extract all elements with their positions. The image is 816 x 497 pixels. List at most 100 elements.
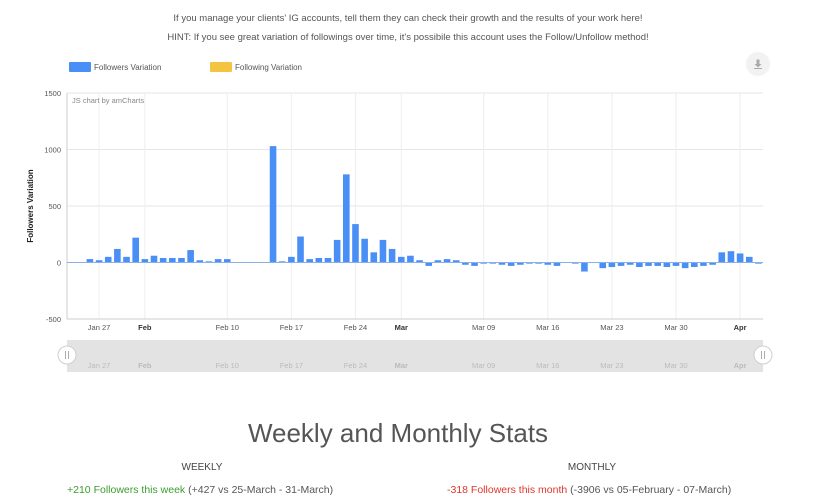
download-button[interactable]: [747, 53, 769, 75]
followers-bar: [736, 253, 744, 263]
x-tick-label: Feb 24: [344, 323, 367, 332]
followers-bar: [95, 260, 103, 263]
followers-bar: [388, 248, 396, 263]
followers-chart: -500 0 500 1000 1500 Jan 27 Feb Feb 10 Feb 17 Feb…: [26, 89, 773, 372]
followers-bar: [297, 236, 304, 263]
scrollbar-tick-label: Mar 30: [664, 361, 687, 370]
hint-line-1: If you manage your clients' IG accounts,…: [173, 13, 643, 24]
followers-bar: [223, 259, 231, 263]
legend-swatch-following: [210, 62, 232, 72]
y-tick-label: 1500: [44, 89, 61, 98]
followers-bar: [700, 262, 707, 266]
followers-bar: [507, 262, 515, 266]
followers-bar: [352, 224, 359, 263]
followers-bar: [361, 238, 368, 263]
followers-bar: [553, 262, 561, 266]
weekly-stat: +210 Followers this week (+427 vs 25-Mar…: [67, 484, 333, 496]
followers-bar: [123, 256, 130, 263]
legend-item-following[interactable]: Following Variation: [210, 61, 302, 73]
followers-bar: [727, 251, 735, 263]
followers-bar: [269, 146, 277, 263]
followers-bar: [709, 262, 716, 265]
followers-bar: [425, 262, 433, 266]
weekly-highlight: +210 Followers this week: [67, 484, 186, 496]
followers-bar: [498, 262, 506, 265]
followers-bar: [718, 252, 726, 263]
followers-bar: [278, 261, 286, 263]
followers-bar: [370, 252, 378, 263]
followers-bar: [196, 260, 204, 263]
y-axis-title: Followers Variation: [26, 169, 35, 242]
followers-bar: [452, 260, 460, 263]
followers-bar: [681, 262, 689, 269]
followers-bar: [544, 262, 552, 265]
hint-line-2: HINT: If you see great variation of foll…: [167, 32, 649, 43]
followers-bar: [407, 255, 414, 263]
followers-bar: [654, 262, 661, 266]
followers-bar: [114, 248, 121, 263]
followers-bar: [214, 259, 222, 263]
followers-bar: [462, 262, 469, 265]
x-tick-label: Mar 09: [472, 323, 495, 332]
followers-bar: [535, 262, 542, 264]
legend-item-followers[interactable]: Followers Variation: [69, 61, 161, 73]
legend-label-followers: Followers Variation: [94, 62, 162, 72]
followers-bar: [626, 262, 634, 265]
x-tick-label: Feb 17: [280, 323, 303, 332]
scrollbar-track: [67, 340, 763, 372]
y-tick-label: -500: [46, 315, 61, 324]
followers-bar: [672, 262, 680, 266]
chart-credit: JS chart by amCharts: [72, 96, 144, 105]
y-tick-label: 500: [48, 202, 61, 211]
followers-bar: [636, 262, 643, 268]
scrollbar-tick-label: Mar 09: [472, 361, 495, 370]
followers-bar: [443, 259, 451, 263]
followers-bar: [416, 260, 423, 263]
monthly-comparison: (-3906 vs 05-February - 07-March): [567, 484, 732, 496]
followers-bar: [480, 262, 487, 264]
followers-bar: [571, 262, 579, 264]
followers-bar: [141, 259, 149, 263]
stats-title: Weekly and Monthly Stats: [247, 418, 549, 448]
followers-bar: [755, 262, 762, 264]
scrollbar-tick-label: Mar: [395, 361, 408, 370]
followers-bar: [333, 239, 341, 263]
legend-label-following: Following Variation: [235, 62, 302, 72]
weekly-comparison: (+427 vs 25-March - 31-March): [185, 484, 334, 496]
followers-bar: [205, 261, 213, 263]
followers-bar: [187, 250, 194, 263]
followers-bar: [379, 239, 387, 263]
x-tick-label: Mar 16: [536, 323, 559, 332]
followers-bar: [489, 262, 497, 264]
followers-bar: [397, 256, 405, 263]
followers-bar: [288, 256, 295, 263]
followers-bar: [159, 257, 167, 263]
x-tick-label: Feb: [138, 323, 152, 332]
followers-bar: [745, 256, 753, 263]
scrollbar-tick-label: Mar 23: [600, 361, 623, 370]
x-tick-label: Mar: [395, 323, 408, 332]
monthly-stat: -318 Followers this month (-3906 vs 05-F…: [447, 484, 731, 496]
followers-bar: [104, 256, 112, 263]
legend-swatch-followers: [69, 62, 91, 72]
scrollbar-handle-right[interactable]: [753, 345, 773, 365]
scrollbar-handle-left[interactable]: [57, 345, 77, 365]
scrollbar-tick-label: Feb: [138, 361, 152, 370]
followers-bar: [599, 262, 607, 269]
followers-bar: [343, 174, 350, 263]
followers-bar: [581, 262, 588, 272]
y-tick-label: 1000: [44, 146, 61, 155]
scrollbar-tick-label: Feb 24: [344, 361, 367, 370]
followers-bar: [608, 262, 616, 268]
x-tick-label: Mar 30: [664, 323, 687, 332]
scrollbar-tick-label: Apr: [734, 361, 747, 370]
followers-bar: [663, 262, 671, 268]
followers-bar: [324, 257, 332, 263]
monthly-highlight: -318 Followers this month: [447, 484, 568, 496]
scrollbar-tick-label: Jan 27: [88, 361, 111, 370]
y-tick-label: 0: [57, 259, 61, 268]
x-tick-label: Mar 23: [600, 323, 623, 332]
followers-bar: [132, 237, 139, 263]
followers-bar: [526, 262, 533, 264]
weekly-header: WEEKLY: [181, 462, 223, 473]
